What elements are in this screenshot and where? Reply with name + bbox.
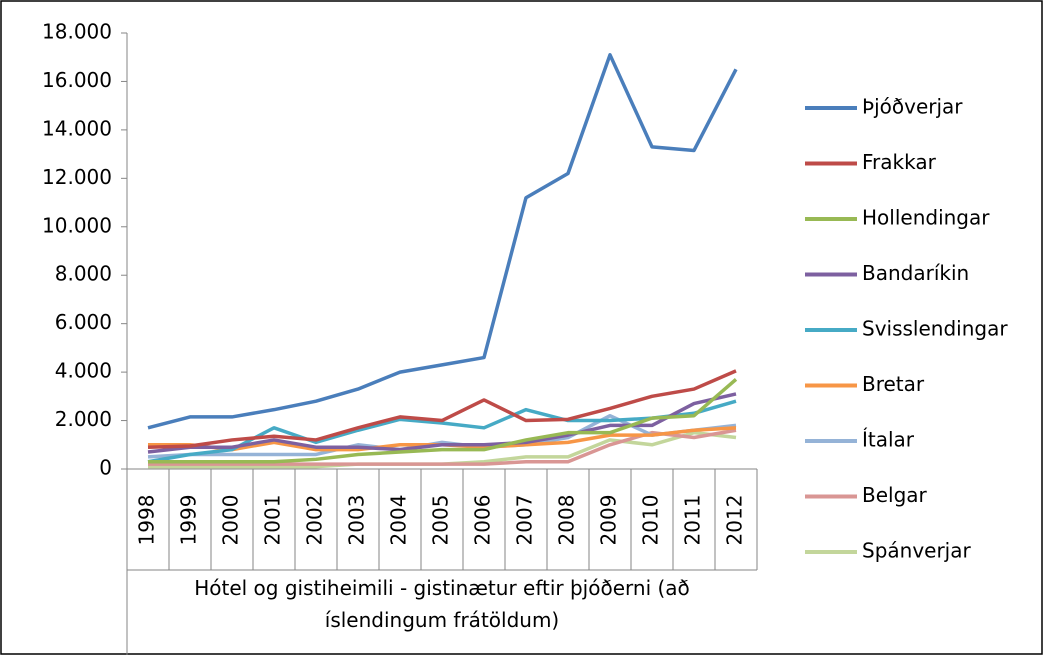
y-tick-label: 14.000 (42, 116, 112, 140)
series-line (147, 413, 737, 459)
series-line (147, 369, 737, 449)
x-tick-label: 2012 (723, 495, 747, 546)
y-tick-label: 2.000 (55, 407, 112, 431)
x-tick-label: 2002 (303, 495, 327, 546)
x-tick-label: 2003 (345, 495, 369, 546)
x-tick-label: 2011 (681, 495, 705, 546)
legend-label: Hollendingar (862, 206, 990, 230)
y-tick-label: 16.000 (42, 68, 112, 92)
y-tick-label: 10.000 (42, 213, 112, 237)
x-tick-label: 2007 (513, 495, 537, 546)
x-title-box: Hótel og gistiheimili - gistinætur eftir… (194, 576, 690, 632)
x-tick-label: 2006 (471, 495, 495, 546)
series-line (147, 53, 738, 430)
x-tick-label: 2000 (219, 495, 243, 546)
legend-label: Spánverjar (862, 539, 971, 563)
x-tick-label: 2001 (261, 495, 285, 546)
y-tick-label: 4.000 (55, 359, 112, 383)
x-tick-label: 2009 (597, 495, 621, 546)
legend-label: Bandaríkin (862, 261, 969, 285)
legend-label: Ítalar (862, 428, 915, 452)
y-tick-label: 8.000 (55, 262, 112, 286)
legend-label: Bretar (862, 372, 925, 396)
series-line (148, 378, 738, 464)
series-line (147, 392, 737, 454)
x-axis-title: Hótel og gistiheimili - gistinætur eftir… (194, 576, 690, 632)
legend-label: Svisslendingar (862, 317, 1008, 341)
legend-label: Belgar (862, 483, 928, 507)
y-tick-label: 12.000 (42, 165, 112, 189)
x-tick-label: 2008 (555, 495, 579, 546)
legend-label: Frakkar (862, 150, 937, 174)
x-tick-label: 1998 (135, 495, 159, 546)
x-tick-label: 1999 (177, 495, 201, 546)
y-tick-label: 6.000 (55, 310, 112, 334)
legend-label: Þjóðverjar (862, 95, 963, 119)
x-tick-label: 2010 (639, 495, 663, 546)
y-tick-label: 0 (99, 456, 112, 480)
y-tick-label: 18.000 (42, 20, 112, 44)
x-tick-label: 2005 (429, 495, 453, 546)
x-tick-label: 2004 (387, 495, 411, 546)
series-line (147, 399, 737, 464)
